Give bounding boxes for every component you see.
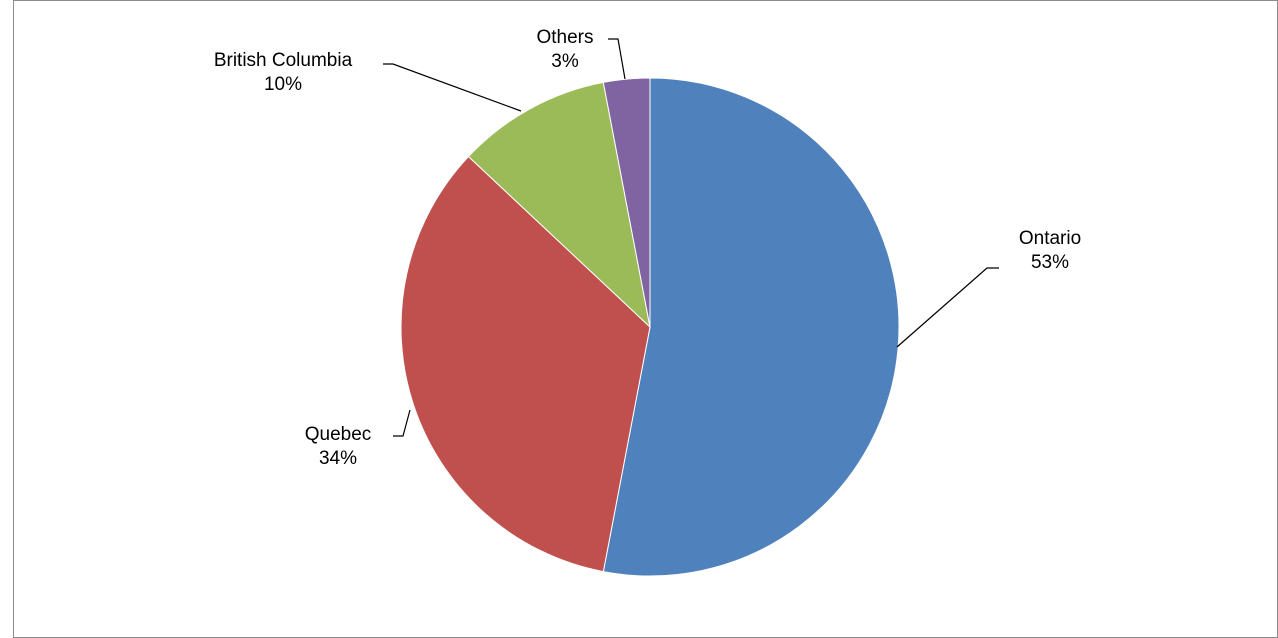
leader-lines	[383, 38, 999, 437]
slice-percent-others: 3%	[551, 51, 579, 72]
pie-slice-others	[602, 77, 651, 328]
slice-labels: Ontario 53% Quebec 34% British Columbia 10% Ot…	[214, 27, 1081, 469]
leader-line-others	[608, 38, 626, 80]
pie-slice-ontario	[602, 77, 900, 577]
leader-line-quebec	[393, 409, 411, 437]
pie-slices	[400, 77, 900, 577]
slice-label-british-columbia: British Columbia	[214, 50, 353, 71]
slice-percent-ontario: 53%	[1031, 252, 1069, 273]
slice-percent-quebec: 34%	[319, 448, 357, 469]
slice-label-ontario: Ontario	[1019, 228, 1081, 249]
slice-label-quebec: Quebec	[305, 424, 372, 445]
leader-line-ontario	[896, 267, 999, 348]
slice-percent-british-columbia: 10%	[264, 74, 302, 95]
leader-line-british-columbia	[383, 63, 522, 112]
pie-slice-quebec	[400, 155, 651, 573]
pie-slice-british-columbia	[467, 81, 651, 329]
slice-label-others: Others	[536, 27, 593, 48]
